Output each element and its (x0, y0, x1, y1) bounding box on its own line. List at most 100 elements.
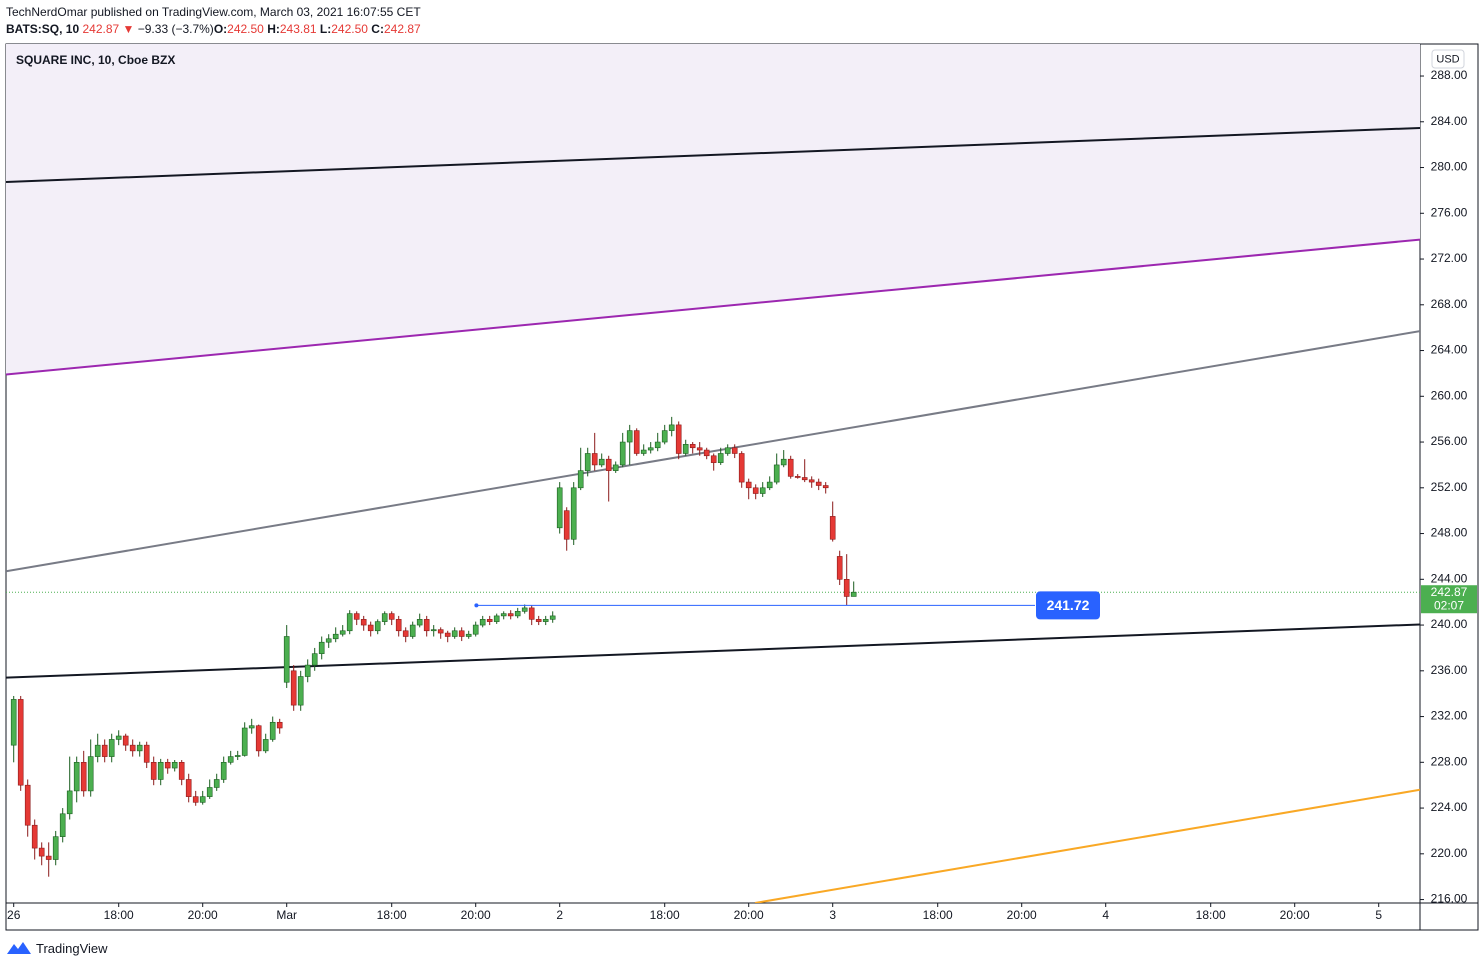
x-tick-label: 20:00 (461, 908, 491, 922)
plot-area (6, 44, 1420, 903)
candle-body (458, 630, 465, 637)
candle-body (269, 721, 276, 740)
x-tick-label: Mar (276, 908, 297, 922)
x-tick-label: 18:00 (377, 908, 407, 922)
candle-body (521, 607, 528, 612)
y-tick-label: 224.00 (1431, 800, 1468, 814)
candle-body (332, 633, 339, 640)
x-tick-label: 20:00 (734, 908, 764, 922)
c-label: C: (371, 22, 384, 36)
candle-body (171, 762, 178, 769)
chart: SQUARE INC, 10, Cboe BZX USD 216.00 220.0… (5, 43, 1479, 931)
y-tick-label: 256.00 (1431, 434, 1468, 448)
candle-body (668, 424, 675, 431)
candle-body (493, 615, 500, 622)
y-tick-label: 232.00 (1431, 709, 1468, 723)
candle-body (164, 762, 171, 769)
candle-body (59, 813, 66, 837)
candle-body (598, 458, 605, 466)
x-tick-label: 18:00 (923, 908, 953, 922)
y-tick-label: 252.00 (1431, 480, 1468, 494)
candle-body (647, 447, 654, 451)
trendline (6, 330, 1420, 573)
candle-body (66, 790, 73, 815)
y-tick-label: 288.00 (1431, 68, 1468, 82)
o-label: O: (213, 22, 228, 36)
candle-body (619, 441, 626, 466)
candle-body (605, 458, 612, 471)
candle-body (801, 477, 808, 481)
o: 242.50 (227, 22, 264, 36)
candle-body (654, 441, 661, 449)
candle-body (318, 641, 325, 654)
y-tick-label: 260.00 (1431, 388, 1468, 402)
candle-body (633, 430, 640, 454)
candle-body (535, 619, 542, 622)
candle-body (689, 444, 696, 449)
candle-body (626, 430, 633, 443)
candle-body (185, 779, 192, 797)
x-tick-label: 2 (556, 908, 563, 922)
candle-body (367, 624, 374, 632)
candle-body (710, 455, 717, 463)
candle-body (101, 744, 108, 757)
candle-body (87, 756, 94, 792)
candle-body (374, 621, 381, 632)
candle-body (766, 481, 773, 489)
candle-body (227, 756, 234, 763)
candle-body (192, 796, 199, 803)
candle-body (696, 447, 703, 451)
candle-body (353, 613, 360, 620)
y-tick-label: 264.00 (1431, 343, 1468, 357)
candle-body (752, 487, 759, 494)
candle-body (465, 633, 472, 637)
publisher: TechNerdOmar published on TradingView.co… (6, 5, 421, 19)
candle-body (444, 632, 451, 637)
currency[interactable]: USD (1436, 53, 1459, 65)
candle-body (220, 762, 227, 780)
last: 242.87 (82, 22, 120, 36)
change: −9.33 (−3.7%) (137, 22, 214, 36)
candle-body (199, 796, 206, 803)
candle-body (283, 636, 290, 683)
candle-body (45, 855, 52, 860)
x-tick-label: 20:00 (1280, 908, 1310, 922)
candle-body (129, 744, 136, 752)
candle-body (423, 619, 430, 632)
h-label: H: (267, 22, 280, 36)
candle-body (717, 453, 724, 463)
candle-body (815, 481, 822, 486)
candle-body (794, 476, 801, 478)
candle-body (115, 735, 122, 740)
countdown: 02:07 (1434, 598, 1464, 612)
candle-body (416, 619, 423, 626)
footer: TradingView (6, 940, 108, 956)
candle-body (724, 447, 731, 454)
c: 242.87 (383, 22, 421, 36)
candle-body (241, 727, 248, 756)
currency-box[interactable] (1431, 49, 1465, 69)
hline-label-box (1036, 591, 1100, 620)
x-tick-label: 3 (829, 908, 836, 922)
candle-body (738, 453, 745, 483)
x-tick-label: 18:00 (104, 908, 134, 922)
y-tick-label: 248.00 (1431, 526, 1468, 540)
candle-body (304, 664, 311, 677)
candle-body (542, 619, 549, 622)
brand: TradingView (36, 940, 108, 956)
arrow: ▼ (122, 22, 135, 36)
candle-body (682, 444, 689, 454)
candle-body (346, 613, 353, 632)
candle-body (276, 721, 283, 729)
candle-body (773, 464, 780, 483)
candle-body (143, 744, 150, 763)
candle-body (248, 725, 255, 729)
candle-body (507, 613, 514, 617)
x-tick-label: 4 (1102, 908, 1109, 922)
candle-body (549, 615, 556, 620)
y-tick-label: 276.00 (1431, 205, 1468, 219)
candle-body (24, 784, 31, 826)
quote-line: BATS:SQ, 10 242.87 ▼ −9.33 (−3.7%)O:242.… (6, 21, 421, 38)
candle-body (234, 755, 241, 757)
